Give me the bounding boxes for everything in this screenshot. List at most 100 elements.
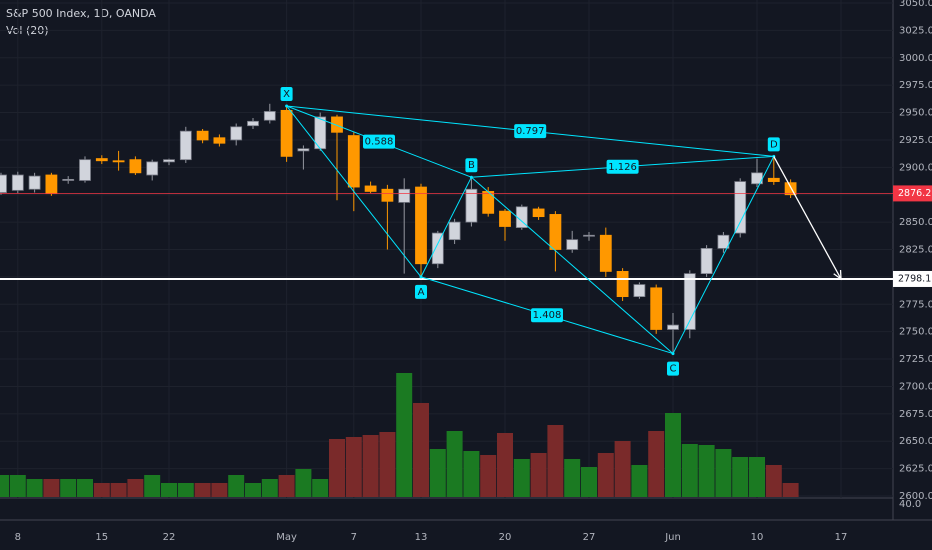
candle-body (146, 161, 159, 176)
volume-bar (144, 475, 161, 497)
candle-body (163, 159, 175, 163)
pattern-point-box (280, 86, 293, 101)
candle-body (532, 208, 545, 218)
pattern-point-label: A (418, 287, 425, 298)
x-tick-label: 15 (95, 532, 108, 543)
volume-bar (597, 453, 614, 497)
pattern-point-label: X (283, 89, 290, 100)
volume-bar (480, 455, 497, 497)
x-tick-label: 8 (15, 532, 21, 543)
ratio-box (531, 308, 563, 323)
volume-bar (446, 431, 463, 497)
y-tick-label: 2725.0 (899, 354, 932, 365)
candle-body (465, 188, 478, 223)
candle-body (129, 159, 142, 174)
ratio-label: 0.588 (365, 137, 394, 148)
y-tick-label: 2650.0 (899, 436, 932, 447)
y-tick-label: 3050.0 (899, 0, 932, 9)
candle-body (700, 248, 713, 275)
y-tick-label: 2925.0 (899, 135, 932, 146)
price-label: 2798.1 (898, 273, 931, 284)
volume-bar (564, 459, 581, 497)
candle-body (230, 126, 243, 141)
volume-pane (0, 373, 799, 497)
projection-arrow (773, 156, 842, 280)
x-tick-label: 17 (835, 532, 848, 543)
candle-body (112, 160, 125, 163)
candle-body (28, 175, 41, 190)
candle-body (599, 234, 612, 272)
y-tick-label: 2825.0 (899, 245, 932, 256)
volume-bar (429, 449, 446, 497)
candle-body (583, 234, 595, 237)
overlay: X A B C D 0.588 0.797 1.126 1.408 (0, 86, 893, 376)
candle-body (398, 188, 411, 203)
y-tick-label: 2900.0 (899, 162, 932, 173)
candle-body (347, 135, 360, 188)
volume-bar (782, 483, 799, 497)
volume-bar (396, 373, 413, 497)
volume-scale-label: 40.0 (899, 499, 921, 510)
volume-bar (278, 475, 295, 497)
y-tick-label: 2950.0 (899, 108, 932, 119)
candle-body (263, 111, 276, 121)
pattern-point-box (767, 137, 780, 152)
volume-bar (295, 469, 312, 497)
volume-bar (345, 437, 362, 497)
volume-bar (648, 431, 665, 497)
ratio-label: 0.797 (516, 126, 545, 137)
y-tick-label: 2850.0 (899, 217, 932, 228)
x-tick-label: 10 (751, 532, 764, 543)
pattern-point (671, 352, 675, 356)
candle-body (566, 239, 579, 250)
candle-body (683, 273, 696, 330)
volume-bar (681, 444, 698, 497)
candle-body (364, 185, 377, 192)
volume-bar (581, 467, 597, 497)
candle-body (616, 271, 629, 298)
candle-body (331, 116, 343, 133)
candle-body (415, 186, 427, 265)
candle-body (549, 214, 562, 250)
grid (0, 0, 893, 498)
price-label-box (893, 185, 932, 202)
pattern-leg (672, 156, 775, 354)
pattern-point (285, 104, 289, 108)
volume-bar (194, 483, 211, 497)
volume-bar (715, 449, 732, 497)
pattern-point (469, 175, 473, 179)
candle-body (297, 148, 310, 152)
ratio-label: 1.126 (608, 162, 637, 173)
x-tick-label: 27 (583, 532, 596, 543)
volume-bar (497, 433, 513, 497)
pattern-leg (420, 176, 472, 278)
volume-bar (329, 439, 345, 497)
candle-body (179, 130, 192, 161)
price-label-box (893, 270, 932, 287)
candle-body (11, 174, 24, 191)
volume-bar (413, 403, 429, 497)
volume-bar (379, 432, 396, 497)
candle-body (0, 174, 7, 193)
x-tick-label: 13 (415, 532, 428, 543)
candle-body (448, 221, 461, 241)
pattern-point-label: B (468, 160, 475, 171)
volume-bar (665, 413, 681, 497)
volume-bar (631, 465, 648, 497)
pattern-point-label: C (670, 364, 677, 375)
volume-bar (26, 479, 43, 497)
ratio-box (363, 134, 395, 149)
candle-body (717, 234, 730, 249)
x-tick-label: May (276, 532, 297, 543)
y-tick-label: 2600.0 (899, 491, 932, 502)
volume-bar (43, 479, 60, 497)
candle-body (196, 130, 209, 141)
volume-bar (60, 479, 77, 497)
candles (0, 103, 797, 354)
volume-bar (228, 475, 245, 497)
ratio-label: 1.408 (533, 310, 562, 321)
volume-bar (177, 483, 194, 497)
ratio-box (606, 159, 639, 174)
candle-body (515, 206, 528, 228)
